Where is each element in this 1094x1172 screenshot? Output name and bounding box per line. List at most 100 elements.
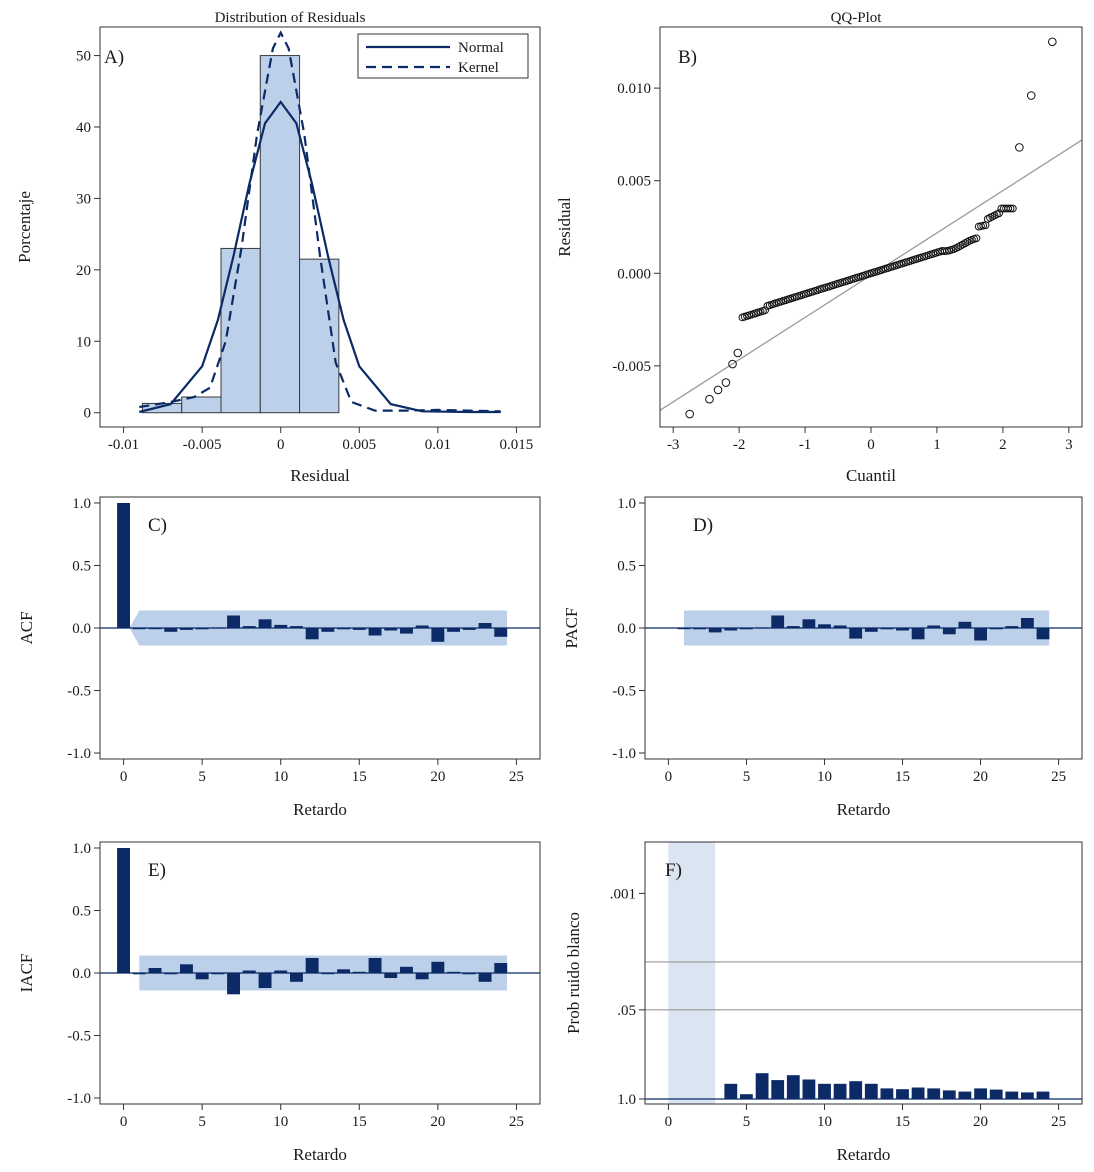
spike-bar (274, 970, 288, 973)
spike-bar (321, 628, 335, 632)
y-axis-label-E: IACF (17, 954, 36, 993)
x-tick-label-F: 20 (973, 1114, 988, 1130)
spike-bar (117, 848, 130, 973)
x-axis-label-E: Retardo (293, 1145, 347, 1164)
spike-bar (740, 628, 753, 630)
x-tick-label-D: 10 (817, 769, 832, 785)
y-tick-label-C: -0.5 (67, 684, 91, 700)
spike-bar (132, 973, 146, 975)
panel-e: 0 5 10 15 20 25 1.0 0.5 0.0 -0.5 -1.0 Retardo IACF E) (17, 841, 541, 1164)
probability-bar (1036, 1091, 1050, 1099)
y-tick-label-B: 0.010 (617, 81, 651, 97)
spike-bar (431, 961, 445, 974)
spike-bar (989, 628, 1003, 630)
spike-bar (164, 973, 178, 975)
spike-bar (400, 628, 413, 634)
spike-bar (462, 628, 476, 630)
plot-frame-A (99, 26, 541, 428)
spike-bar (786, 626, 800, 628)
x-tick-label-C: 25 (509, 769, 524, 785)
probability-bar (927, 1088, 941, 1099)
probability-bar (786, 1075, 800, 1099)
qq-point (972, 234, 981, 243)
y-tick-label-A: 20 (76, 263, 91, 279)
spike-bar (818, 624, 831, 629)
spike-bar (290, 973, 303, 982)
panel-label-E: E) (148, 860, 166, 881)
spike-bar (211, 973, 225, 975)
spike-bar (384, 973, 398, 978)
x-tick-label-C: 10 (273, 769, 288, 785)
spike-bar (974, 628, 987, 641)
y-tick-label-A: 50 (76, 49, 91, 65)
x-tick-label-F: 10 (817, 1114, 832, 1130)
x-tick-label-A: -0.01 (108, 437, 139, 453)
spike-bar (447, 628, 460, 632)
y-tick-label-E: 0.5 (72, 904, 91, 920)
x-axis-label-C: Retardo (293, 800, 347, 819)
spike-bar (802, 619, 816, 629)
spike-bar (431, 628, 445, 642)
panel-b: QQ-Plot -3 -2 -1 0 1 2 3 -0.005 0.000 0.005 0.010 Cu… (555, 10, 1083, 485)
probability-bar (989, 1089, 1003, 1099)
spike-bar (290, 626, 303, 628)
spike-bar (368, 628, 382, 636)
x-tick-label-C: 15 (352, 769, 367, 785)
qq-point-outlier (721, 378, 731, 387)
panel-c: 0 5 10 15 20 25 1.0 0.5 0.0 -0.5 -1.0 Retardo ACF C) (17, 496, 541, 819)
probability-bar (802, 1079, 816, 1099)
spike-bar (911, 628, 925, 640)
qq-point-outlier (1048, 37, 1057, 47)
y-tick-label-E: -0.5 (67, 1029, 91, 1045)
y-tick-label-A: 0 (84, 406, 92, 422)
y-tick-label-B: 0.000 (617, 266, 651, 282)
spike-bar (164, 628, 178, 632)
x-tick-label-E: 5 (198, 1114, 206, 1130)
x-tick-label-A: 0 (277, 437, 285, 453)
probability-bar (818, 1083, 831, 1099)
x-tick-label-E: 25 (509, 1114, 524, 1130)
spike-bar (478, 973, 492, 982)
x-tick-label-A: 0.01 (425, 437, 451, 453)
qq-point-outlier (1015, 143, 1024, 152)
spike-bar (352, 628, 366, 630)
legend-label-kernel: Kernel (458, 60, 499, 76)
probability-bar (849, 1081, 863, 1099)
x-tick-label-D: 15 (895, 769, 910, 785)
probability-bar (1005, 1091, 1019, 1099)
probability-bar (896, 1089, 909, 1099)
legend-A: Normal Kernel (357, 33, 529, 79)
spike-bar (148, 968, 162, 973)
spike-bar (258, 973, 272, 988)
spike-bar (833, 625, 847, 628)
y-axis-label-A: Porcentaje (15, 191, 34, 263)
spike-bar (242, 970, 256, 973)
spike-bar (368, 958, 382, 973)
spike-bar (195, 973, 209, 980)
x-tick-label-E: 20 (430, 1114, 445, 1130)
y-tick-label-A: 10 (76, 334, 91, 350)
qq-point-outlier (705, 394, 714, 404)
x-tick-label-C: 20 (430, 769, 445, 785)
spike-bar (195, 628, 209, 630)
spike-bar (880, 628, 894, 630)
spike-bar (180, 628, 193, 630)
probability-bar (833, 1083, 847, 1099)
x-tick-label-B: -2 (733, 437, 746, 453)
y-tick-label-C: 0.5 (72, 559, 91, 575)
spike-bar (400, 966, 413, 974)
plot-frame-B (659, 26, 1083, 428)
y-tick-label-F: .05 (617, 1003, 636, 1019)
panel-label-C: C) (148, 515, 167, 536)
spike-bar (771, 615, 785, 628)
x-tick-label-E: 10 (273, 1114, 288, 1130)
qq-point (761, 306, 769, 315)
kernel-curve (139, 30, 501, 413)
probability-bar (1021, 1092, 1034, 1099)
y-tick-label-F: 1.0 (617, 1092, 636, 1108)
probability-bar (864, 1083, 878, 1099)
legend-box (357, 33, 529, 79)
x-tick-label-B: 3 (1065, 437, 1073, 453)
y-axis-label-F: Prob ruido blanco (564, 912, 583, 1034)
